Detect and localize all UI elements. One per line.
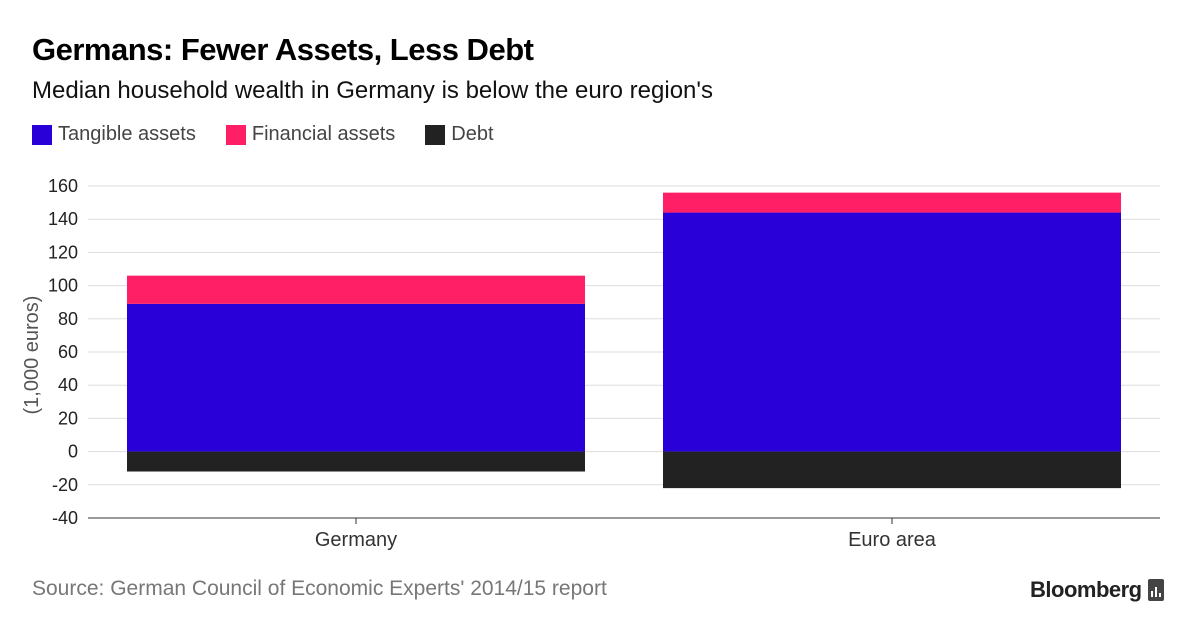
- bloomberg-terminal-icon: [1147, 579, 1164, 601]
- brand-name: Bloomberg: [1030, 577, 1142, 602]
- legend-label-debt: Debt: [451, 123, 494, 145]
- bar-tangible-assets-germany: [127, 303, 585, 452]
- legend-item-debt: Debt: [425, 123, 494, 146]
- source-note: Source: German Council of Economic Exper…: [32, 577, 607, 600]
- brand-logo: Bloomberg: [1030, 577, 1164, 603]
- y-tick-label: 80: [58, 309, 78, 329]
- bar-tangible-assets-euro-area: [663, 212, 1121, 452]
- legend: Tangible assets Financial assets Debt: [32, 123, 524, 146]
- y-tick-label: 140: [48, 209, 78, 229]
- legend-swatch-debt: [425, 124, 446, 145]
- bar-financial-assets-germany: [127, 275, 585, 304]
- x-category-label: Germany: [315, 529, 397, 551]
- y-tick-label: 0: [68, 442, 78, 462]
- y-tick-label: 60: [58, 342, 78, 362]
- y-tick-label: 40: [58, 375, 78, 395]
- bar-debt-euro-area: [663, 451, 1121, 489]
- legend-swatch-financial: [225, 124, 246, 145]
- y-tick-label: -20: [52, 475, 78, 495]
- y-tick-label: 20: [58, 408, 78, 428]
- axis-layer: 160 140 120 100 80 60 40 20 0 -20 -40 Germany Euro a…: [48, 176, 1160, 551]
- y-axis-label: (1,000 euros): [21, 296, 43, 415]
- bar-financial-assets-euro-area: [663, 192, 1121, 213]
- legend-item-financial: Financial assets: [225, 123, 396, 146]
- legend-item-tangible: Tangible assets: [32, 123, 196, 146]
- y-tick-label: -40: [52, 508, 78, 528]
- legend-swatch-tangible: [32, 124, 52, 145]
- legend-label-financial: Financial assets: [251, 123, 396, 145]
- legend-label-tangible: Tangible assets: [58, 123, 196, 145]
- chart-title: Germans: Fewer Assets, Less Debt: [32, 32, 534, 67]
- bars-layer: [127, 192, 1121, 489]
- chart-subtitle: Median household wealth in Germany is be…: [32, 77, 713, 104]
- y-tick-label: 160: [48, 176, 78, 196]
- y-tick-label: 100: [48, 276, 78, 296]
- bar-debt-germany: [127, 451, 585, 472]
- y-tick-label: 120: [48, 242, 78, 262]
- x-category-label: Euro area: [848, 529, 937, 551]
